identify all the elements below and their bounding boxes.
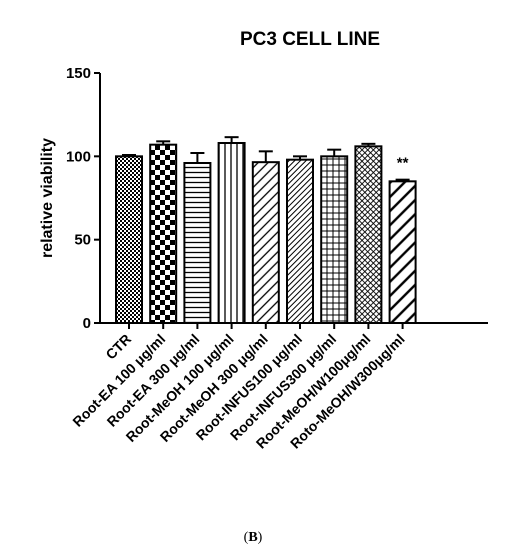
error-bar [327,148,342,157]
y-tick-label: 100 [66,148,91,165]
error-bar [224,136,239,143]
bar [320,155,349,324]
error-bar [293,155,307,160]
error-bar [190,152,205,163]
error-bar [258,150,273,163]
chart-title: PC3 CELL LINE [240,29,380,50]
panel-label-close: ) [258,530,263,545]
panel-label-open: ( [244,530,249,545]
y-tick-label: 50 [74,232,91,249]
bar [354,145,383,324]
error-bar [122,154,136,157]
y-axis-label: relative viability [39,138,56,258]
bar [115,155,143,324]
error-bar [395,178,410,182]
panel-label: (B) [244,530,263,545]
error-bar [156,140,171,145]
bars [115,136,417,324]
bar [217,142,246,324]
bar [388,180,417,324]
y-tick-label: 150 [66,65,91,82]
y-tick-label: 0 [83,315,91,332]
significance-marker: ** [397,155,409,172]
error-bar [361,142,376,147]
bar [251,161,280,324]
bar [286,158,314,324]
annotations: ** [397,155,409,172]
panel-label-letter: B [248,530,257,545]
bar [149,143,178,324]
bar [183,162,212,324]
y-axis: 0 50 100 150 [66,65,101,332]
